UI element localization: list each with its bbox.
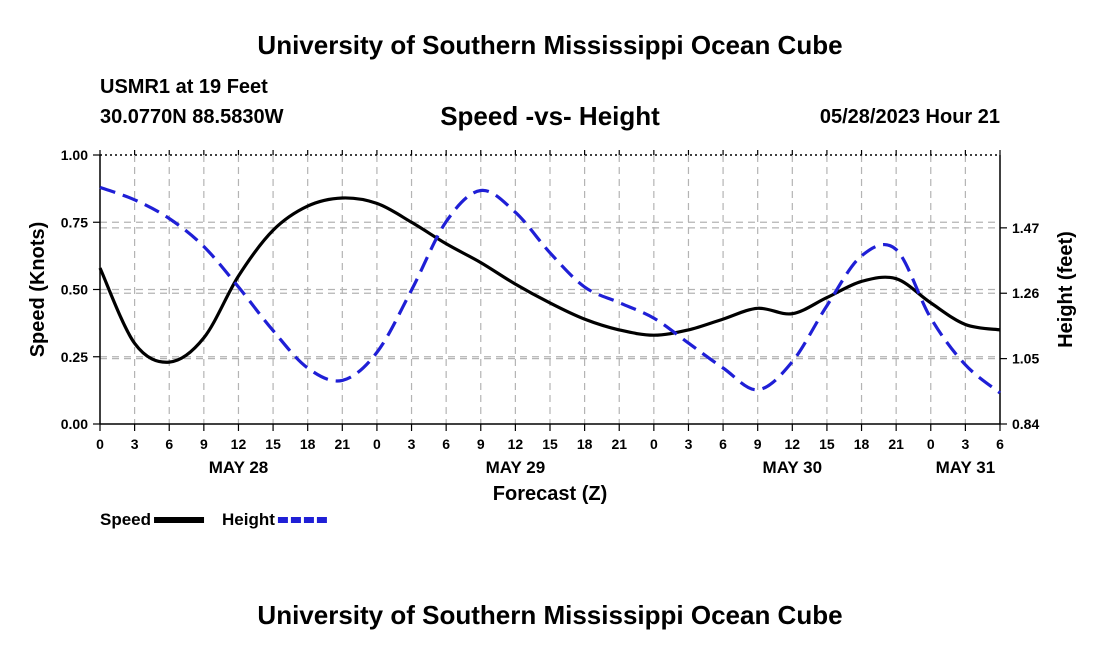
y-left-tick-label: 0.00	[61, 416, 88, 432]
y-left-tick-label: 0.50	[61, 282, 88, 298]
y-axis-right-title: Height (feet)	[1055, 231, 1077, 348]
x-tick-label: 9	[477, 436, 485, 452]
legend-label-speed: Speed	[100, 510, 151, 529]
x-tick-label: 15	[265, 436, 281, 452]
x-tick-label: 15	[542, 436, 558, 452]
station-coordinates: 30.0770N 88.5830W	[100, 106, 284, 128]
x-tick-label: 12	[508, 436, 524, 452]
x-tick-label: 18	[854, 436, 870, 452]
chart-title: Speed -vs- Height	[440, 101, 660, 131]
date-label: MAY 31	[936, 458, 996, 477]
series-line-speed	[98, 196, 1001, 364]
y-left-tick-label: 1.00	[61, 147, 88, 163]
date-label: MAY 28	[209, 458, 269, 477]
x-tick-label: 21	[335, 436, 351, 452]
x-tick-label: 12	[785, 436, 801, 452]
x-tick-label: 6	[442, 436, 450, 452]
y-axis-left-title: Speed (Knots)	[27, 222, 49, 358]
page-title: University of Southern Mississippi Ocean…	[257, 30, 843, 60]
x-tick-label: 12	[231, 436, 247, 452]
legend-label-height: Height	[222, 510, 275, 529]
x-tick-label: 3	[408, 436, 416, 452]
x-tick-label: 15	[819, 436, 835, 452]
y-right-tick-label: 1.05	[1012, 351, 1039, 367]
y-right-tick-label: 0.84	[1012, 416, 1039, 432]
x-tick-label: 0	[96, 436, 104, 452]
x-tick-label: 3	[685, 436, 693, 452]
x-tick-label: 6	[165, 436, 173, 452]
x-tick-label: 0	[650, 436, 658, 452]
x-tick-label: 6	[996, 436, 1004, 452]
x-tick-label: 3	[961, 436, 969, 452]
footer-title: University of Southern Mississippi Ocean…	[257, 600, 843, 630]
x-axis-title: Forecast (Z)	[493, 483, 607, 505]
x-tick-label: 18	[577, 436, 593, 452]
y-right-tick-label: 1.26	[1012, 285, 1039, 301]
x-tick-label: 0	[373, 436, 381, 452]
x-tick-label: 21	[888, 436, 904, 452]
x-tick-label: 0	[927, 436, 935, 452]
y-right-tick-label: 1.47	[1012, 220, 1039, 236]
series-line-height	[99, 185, 1002, 395]
y-left-tick-label: 0.75	[61, 214, 88, 230]
x-tick-label: 9	[200, 436, 208, 452]
x-tick-label: 6	[719, 436, 727, 452]
date-label: MAY 30	[763, 458, 823, 477]
forecast-datetime: 05/28/2023 Hour 21	[819, 106, 1000, 128]
date-label: MAY 29	[486, 458, 546, 477]
x-tick-label: 18	[300, 436, 316, 452]
x-tick-label: 9	[754, 436, 762, 452]
x-tick-label: 3	[131, 436, 139, 452]
y-left-tick-label: 0.25	[61, 349, 88, 365]
x-tick-label: 21	[611, 436, 627, 452]
station-label: USMR1 at 19 Feet	[100, 76, 268, 98]
